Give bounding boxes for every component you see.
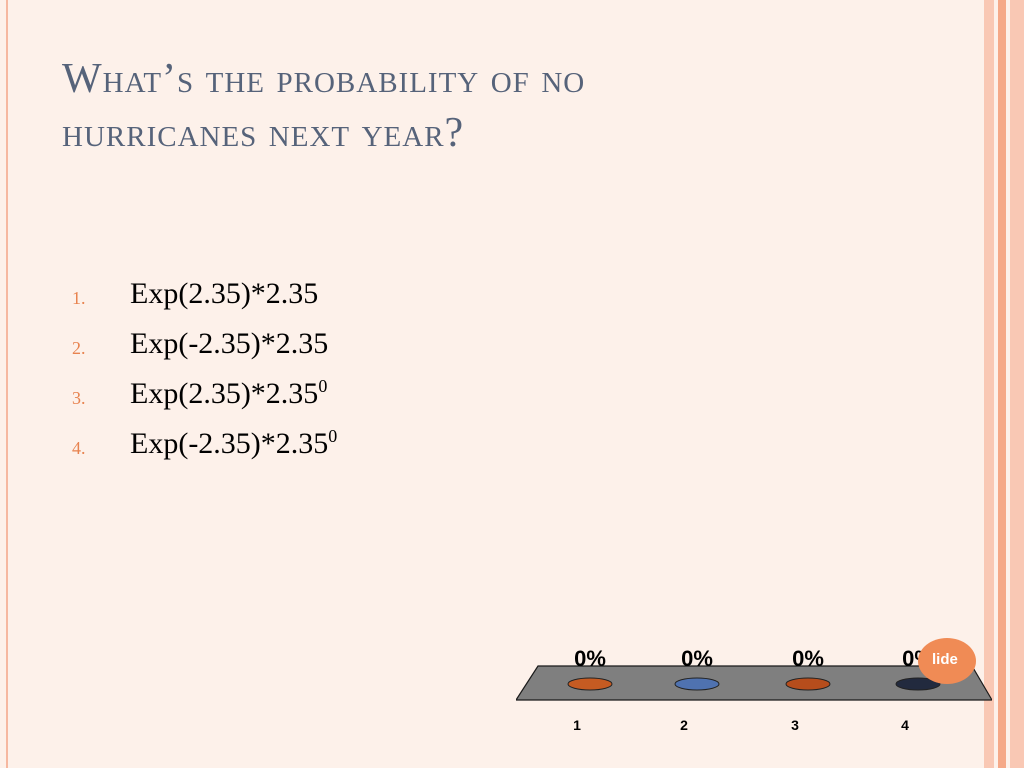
category-label-3: 3 — [791, 717, 799, 733]
answer-number: 3. — [72, 388, 86, 408]
slide-title-line-1: What’s the probability of no — [62, 56, 586, 102]
answer-formula: Exp(-2.35)*2.35 — [130, 427, 329, 460]
slide-badge: lide — [916, 638, 976, 684]
stripe-3 — [1010, 0, 1024, 768]
bar-base-3 — [785, 677, 831, 691]
value-label-1: 0% — [574, 646, 606, 671]
bar-base-4 — [895, 677, 941, 691]
answer-number: 1. — [72, 288, 86, 308]
answer-number: 2. — [72, 338, 86, 358]
slide-title: What’s the probability of no hurricanes … — [62, 52, 942, 160]
answer-text: Exp(2.35)*2.350 — [130, 376, 327, 411]
stripe-1 — [984, 0, 994, 768]
bar-base-1 — [567, 677, 613, 691]
stripe-2 — [998, 0, 1006, 768]
answer-exponent: 0 — [318, 376, 328, 396]
poll-results-chart: 0%10%20%30%4 — [516, 646, 992, 733]
slide-title-line-2: hurricanes next year? — [62, 110, 465, 156]
answer-exponent: 0 — [328, 426, 338, 446]
category-label-1: 1 — [573, 717, 581, 733]
answer-text: Exp(-2.35)*2.35 — [130, 326, 328, 361]
value-label-3: 0% — [792, 646, 824, 671]
category-label-2: 2 — [680, 717, 688, 733]
answer-formula: Exp(2.35)*2.35 — [130, 277, 319, 310]
answer-formula: Exp(-2.35)*2.35 — [130, 327, 329, 360]
answer-formula: Exp(2.35)*2.35 — [130, 377, 319, 410]
badge-label: lide — [932, 651, 958, 668]
value-label-2: 0% — [681, 646, 713, 671]
answer-text: Exp(-2.35)*2.350 — [130, 426, 337, 461]
right-decorative-stripes — [976, 0, 1024, 768]
answer-text: Exp(2.35)*2.35 — [130, 276, 318, 311]
badge-circle-icon — [918, 638, 976, 684]
answer-number: 4. — [72, 438, 86, 458]
category-label-4: 4 — [901, 717, 909, 733]
bar-base-2 — [674, 677, 720, 691]
left-border-line — [6, 0, 8, 768]
